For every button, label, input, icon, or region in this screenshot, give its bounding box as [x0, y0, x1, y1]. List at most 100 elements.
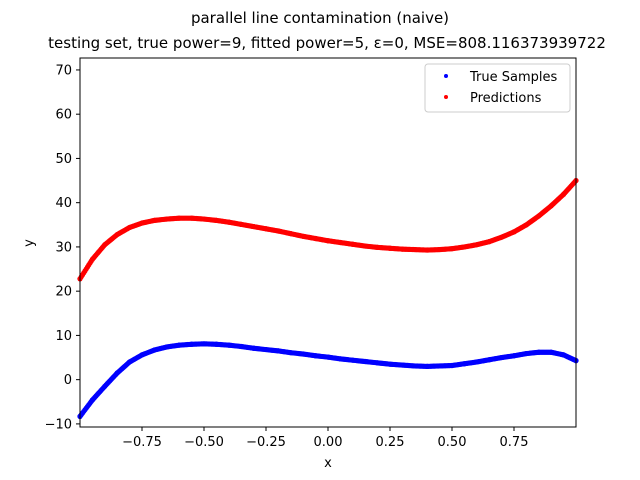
- y-tick-label: 40: [55, 196, 72, 211]
- data-point: [511, 353, 517, 359]
- data-point: [288, 350, 294, 356]
- data-point: [151, 217, 157, 223]
- data-point: [288, 231, 294, 237]
- data-point: [89, 256, 95, 262]
- data-point: [213, 341, 219, 347]
- data-point: [424, 363, 430, 369]
- legend-label-true-samples: True Samples: [469, 70, 557, 85]
- x-axis: −0.75 −0.50 −0.25 0.00 0.25 0.50 0.75: [122, 427, 528, 450]
- y-axis-label: y: [22, 239, 37, 247]
- data-point: [176, 342, 182, 348]
- y-tick-label: 50: [55, 152, 72, 167]
- data-point: [139, 220, 145, 226]
- y-tick-label: −10: [45, 417, 72, 432]
- data-point: [325, 238, 331, 244]
- x-tick-label: 0.25: [376, 435, 405, 450]
- data-point: [548, 349, 554, 355]
- y-tick-label: 30: [55, 240, 72, 255]
- data-point: [337, 356, 343, 362]
- data-point: [486, 357, 492, 363]
- data-point: [251, 223, 257, 230]
- data-point: [275, 228, 281, 234]
- data-point: [189, 215, 195, 221]
- data-point: [102, 242, 108, 248]
- data-point: [486, 239, 492, 245]
- data-point: [449, 362, 455, 369]
- data-point: [102, 383, 108, 389]
- y-tick-label: 20: [55, 285, 72, 300]
- data-point: [313, 235, 319, 242]
- y-axis: −10 0 10 20 30 40 50 60 70: [45, 63, 80, 432]
- data-point: [523, 350, 530, 357]
- data-point: [213, 217, 219, 223]
- data-point: [89, 397, 95, 403]
- x-tick-label: −0.50: [184, 435, 224, 450]
- data-point: [139, 352, 145, 358]
- data-point: [399, 362, 405, 368]
- data-point: [151, 347, 157, 353]
- data-point: [499, 354, 505, 361]
- data-point: [412, 246, 418, 253]
- data-point: [387, 361, 393, 367]
- data-point: [536, 349, 542, 355]
- data-point: [362, 358, 368, 365]
- data-point: [412, 363, 418, 369]
- x-tick-label: 0.00: [314, 435, 343, 450]
- data-point: [561, 352, 567, 358]
- data-point: [461, 361, 467, 367]
- data-point: [114, 231, 120, 238]
- chart-subtitle: testing set, true power=9, fitted power=…: [48, 34, 606, 52]
- data-point: [263, 346, 269, 353]
- data-point: [561, 191, 567, 197]
- data-point: [176, 215, 182, 221]
- data-point: [164, 344, 170, 350]
- data-point: [399, 246, 405, 252]
- chart-title: parallel line contamination (naive): [191, 9, 449, 27]
- data-point: [387, 245, 393, 251]
- data-point: [511, 229, 517, 235]
- data-point: [350, 357, 356, 363]
- data-point: [375, 244, 381, 250]
- data-point: [238, 343, 244, 350]
- data-point: [201, 216, 207, 222]
- data-point: [313, 353, 319, 359]
- x-axis-label: x: [324, 456, 332, 471]
- data-point: [127, 224, 133, 231]
- data-point: [424, 247, 430, 253]
- data-point: [523, 222, 530, 228]
- data-point: [362, 243, 368, 249]
- series-true-samples: [77, 341, 579, 419]
- data-point: [499, 234, 505, 240]
- series-predictions: [77, 177, 579, 282]
- data-point: [375, 360, 381, 366]
- legend-box: [424, 63, 571, 113]
- x-tick-label: −0.25: [246, 435, 286, 450]
- data-point: [275, 348, 281, 354]
- y-tick-label: 70: [55, 63, 72, 78]
- x-tick-label: 0.75: [500, 435, 529, 450]
- data-point: [548, 203, 554, 209]
- data-point: [300, 351, 306, 357]
- data-point: [350, 241, 356, 247]
- legend-marker-predictions: [444, 95, 448, 99]
- data-point: [164, 216, 170, 222]
- data-point: [263, 226, 269, 232]
- data-point: [300, 233, 306, 239]
- data-point: [251, 345, 257, 351]
- legend-label-predictions: Predictions: [470, 91, 542, 106]
- x-tick-label: −0.75: [122, 435, 162, 450]
- y-tick-label: 10: [55, 329, 72, 344]
- data-point: [461, 244, 467, 250]
- data-point: [127, 359, 133, 365]
- data-point: [536, 213, 542, 219]
- data-point: [474, 359, 480, 365]
- y-tick-label: 60: [55, 108, 72, 123]
- data-point: [238, 221, 244, 227]
- y-tick-label: 0: [64, 373, 72, 388]
- data-point: [474, 242, 480, 248]
- data-point: [437, 363, 443, 369]
- data-point: [114, 370, 120, 376]
- data-point: [337, 239, 343, 246]
- data-point: [226, 219, 232, 225]
